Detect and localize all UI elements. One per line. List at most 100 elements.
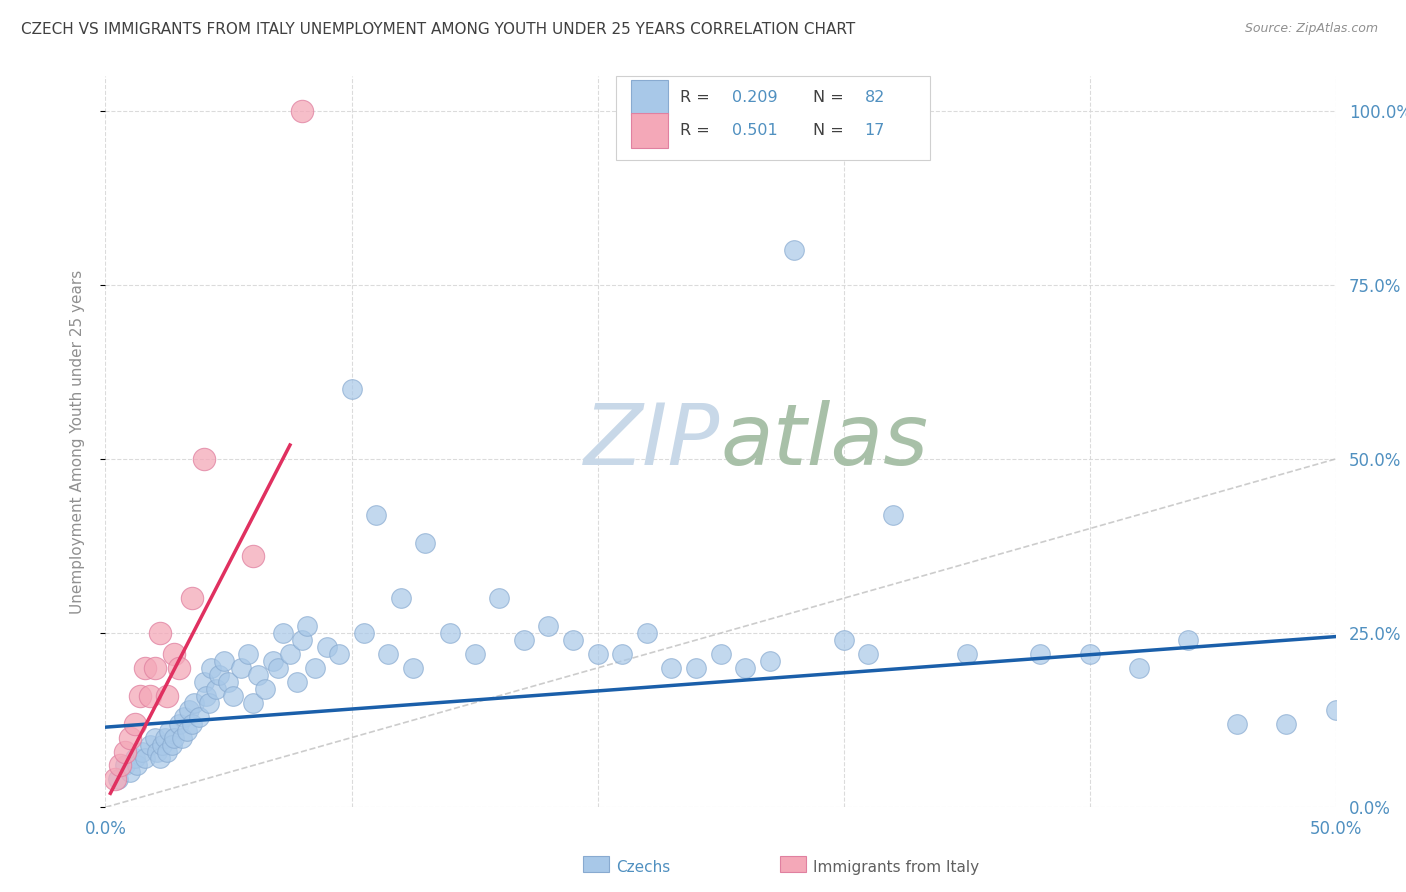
Point	[138, 689, 162, 703]
Point	[328, 647, 350, 661]
Text: N =: N =	[813, 123, 849, 138]
Text: ZIP: ZIP	[585, 400, 721, 483]
Point	[488, 591, 510, 606]
Point	[759, 654, 782, 668]
Point	[163, 647, 186, 661]
Point	[353, 626, 375, 640]
Point	[163, 731, 186, 745]
Point	[138, 738, 162, 752]
Point	[389, 591, 412, 606]
Point	[180, 716, 202, 731]
Point	[304, 661, 326, 675]
Point	[271, 626, 294, 640]
Point	[169, 716, 191, 731]
Bar	[631, 113, 668, 148]
Point	[208, 668, 231, 682]
Point	[150, 738, 173, 752]
Point	[180, 591, 202, 606]
Point	[242, 696, 264, 710]
Point	[1226, 716, 1249, 731]
Point	[278, 647, 301, 661]
Point	[129, 689, 152, 703]
Point	[537, 619, 560, 633]
Point	[143, 731, 166, 745]
Point	[127, 758, 149, 772]
Point	[586, 647, 609, 661]
Bar	[616, 76, 929, 160]
Point	[200, 661, 222, 675]
Point	[124, 751, 146, 765]
Point	[179, 703, 201, 717]
Point	[149, 751, 172, 765]
Point	[1128, 661, 1150, 675]
Point	[685, 661, 707, 675]
Point	[247, 668, 270, 682]
Point	[110, 758, 132, 772]
Point	[439, 626, 461, 640]
Point	[1324, 703, 1347, 717]
Point	[160, 738, 183, 752]
Point	[212, 654, 235, 668]
Point	[120, 731, 141, 745]
Point	[1177, 633, 1199, 648]
Point	[229, 661, 252, 675]
Point	[107, 772, 129, 787]
Point	[1029, 647, 1052, 661]
Point	[104, 772, 127, 787]
Text: R =: R =	[681, 90, 714, 105]
Point	[340, 382, 363, 396]
Point	[149, 626, 172, 640]
Point	[120, 765, 141, 780]
Point	[291, 103, 314, 118]
Point	[146, 745, 169, 759]
Point	[832, 633, 855, 648]
Point	[858, 647, 880, 661]
Point	[254, 681, 277, 696]
Point	[291, 633, 314, 648]
Point	[114, 758, 136, 772]
Point	[783, 243, 806, 257]
Point	[242, 549, 264, 564]
Point	[415, 535, 437, 549]
Point	[734, 661, 756, 675]
Point	[1078, 647, 1101, 661]
Point	[197, 696, 221, 710]
Point	[366, 508, 388, 522]
Point	[193, 674, 215, 689]
Point	[131, 745, 153, 759]
Point	[173, 709, 195, 723]
Point	[222, 689, 245, 703]
Bar	[780, 856, 806, 872]
Point	[636, 626, 658, 640]
Point	[236, 647, 260, 661]
Bar	[631, 80, 668, 115]
Text: Czechs: Czechs	[616, 860, 671, 874]
Text: 17: 17	[865, 123, 884, 138]
Y-axis label: Unemployment Among Youth under 25 years: Unemployment Among Youth under 25 years	[70, 269, 84, 614]
Text: CZECH VS IMMIGRANTS FROM ITALY UNEMPLOYMENT AMONG YOUTH UNDER 25 YEARS CORRELATI: CZECH VS IMMIGRANTS FROM ITALY UNEMPLOYM…	[21, 22, 855, 37]
Point	[134, 751, 156, 765]
Text: 82: 82	[865, 90, 884, 105]
Point	[1275, 716, 1298, 731]
Point	[610, 647, 633, 661]
Point	[218, 674, 240, 689]
Text: Immigrants from Italy: Immigrants from Italy	[813, 860, 979, 874]
Point	[315, 640, 337, 654]
Point	[156, 745, 179, 759]
Point	[205, 681, 228, 696]
Point	[562, 633, 585, 648]
Text: N =: N =	[813, 90, 849, 105]
Point	[513, 633, 536, 648]
Text: atlas: atlas	[721, 400, 928, 483]
Point	[267, 661, 290, 675]
Point	[297, 619, 319, 633]
Point	[262, 654, 284, 668]
Point	[156, 689, 179, 703]
Point	[195, 689, 218, 703]
Point	[287, 674, 309, 689]
Text: Source: ZipAtlas.com: Source: ZipAtlas.com	[1244, 22, 1378, 36]
Point	[159, 723, 180, 738]
Point	[143, 661, 166, 675]
Point	[124, 716, 146, 731]
Point	[134, 661, 156, 675]
